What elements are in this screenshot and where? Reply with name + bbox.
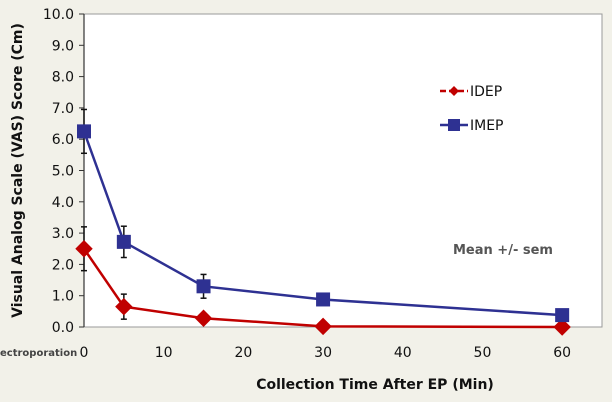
legend-marker-imep xyxy=(448,119,460,131)
data-point-idep xyxy=(194,309,213,327)
y-tick-label: 9.0 xyxy=(52,38,74,54)
footnote-text: ectroporation xyxy=(0,348,77,359)
x-tick-label: 20 xyxy=(234,345,252,361)
y-axis-title: Visual Analog Scale (VAS) Score (Cm) xyxy=(10,23,26,318)
x-tick-label: 40 xyxy=(394,345,412,361)
y-tick-label: 0.0 xyxy=(52,320,74,336)
y-tick-label: 6.0 xyxy=(52,132,74,148)
y-tick-label: 8.0 xyxy=(52,70,74,86)
plot-area xyxy=(83,13,603,328)
legend-marker-idep xyxy=(449,86,459,96)
y-tick-label: 5.0 xyxy=(52,164,74,180)
y-tick-label: 7.0 xyxy=(52,101,74,117)
data-point-idep xyxy=(553,318,571,336)
x-tick-label: 50 xyxy=(474,345,492,361)
data-point-idep xyxy=(314,317,332,336)
data-point-imep xyxy=(316,292,331,307)
x-tick-label: 60 xyxy=(553,345,571,361)
data-point-idep xyxy=(75,240,93,258)
data-point-imep xyxy=(196,279,211,294)
data-point-idep xyxy=(115,297,133,316)
data-point-imep xyxy=(555,308,570,323)
data-point-imep xyxy=(77,124,91,139)
y-tick-label: 2.0 xyxy=(52,257,74,273)
legend-label-imep: IMEP xyxy=(470,118,504,134)
annotation-text: Mean +/- sem xyxy=(453,243,553,258)
y-tick-label: 10.0 xyxy=(43,7,74,23)
y-tick-label: 1.0 xyxy=(52,289,74,305)
x-axis-title: Collection Time After EP (Min) xyxy=(256,377,494,393)
x-tick-label: 0 xyxy=(80,345,89,361)
y-tick-label: 3.0 xyxy=(52,226,74,242)
y-tick-label: 4.0 xyxy=(52,195,74,211)
data-point-imep xyxy=(116,234,131,249)
legend-label-idep: IDEP xyxy=(470,84,502,100)
x-tick-label: 10 xyxy=(155,345,173,361)
x-tick-label: 30 xyxy=(314,345,332,361)
